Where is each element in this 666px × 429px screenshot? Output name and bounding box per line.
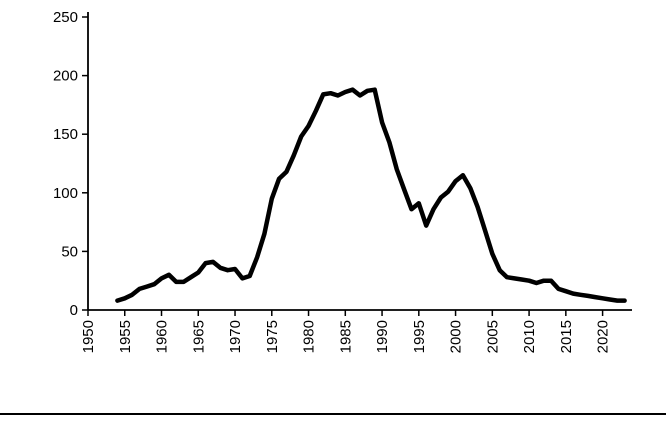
y-tick-label: 100 — [53, 185, 78, 202]
horizontal-rule — [0, 413, 666, 415]
x-tick-label: 2015 — [558, 320, 575, 353]
x-tick-label: 1965 — [190, 320, 207, 353]
x-tick-label: 1985 — [337, 320, 354, 353]
x-tick-label: 2000 — [448, 320, 465, 353]
x-tick-label: 2010 — [521, 320, 538, 353]
x-tick-label: 1975 — [264, 320, 281, 353]
x-tick-label: 1955 — [117, 320, 134, 353]
x-tick-label: 1960 — [154, 320, 171, 353]
y-tick-label: 200 — [53, 68, 78, 85]
x-tick-label: 1980 — [301, 320, 318, 353]
data-series-line — [115, 87, 627, 303]
x-tick-label: 2005 — [484, 320, 501, 353]
y-tick-label: 250 — [53, 9, 78, 26]
y-tick-label: 150 — [53, 126, 78, 143]
x-tick-label: 1990 — [374, 320, 391, 353]
x-tick-label: 1950 — [80, 320, 97, 353]
x-tick-label: 1970 — [227, 320, 244, 353]
x-tick-label: 2020 — [595, 320, 612, 353]
x-tick-label: 1995 — [411, 320, 428, 353]
y-tick-label: 50 — [61, 243, 78, 260]
y-tick-label: 0 — [70, 302, 78, 319]
